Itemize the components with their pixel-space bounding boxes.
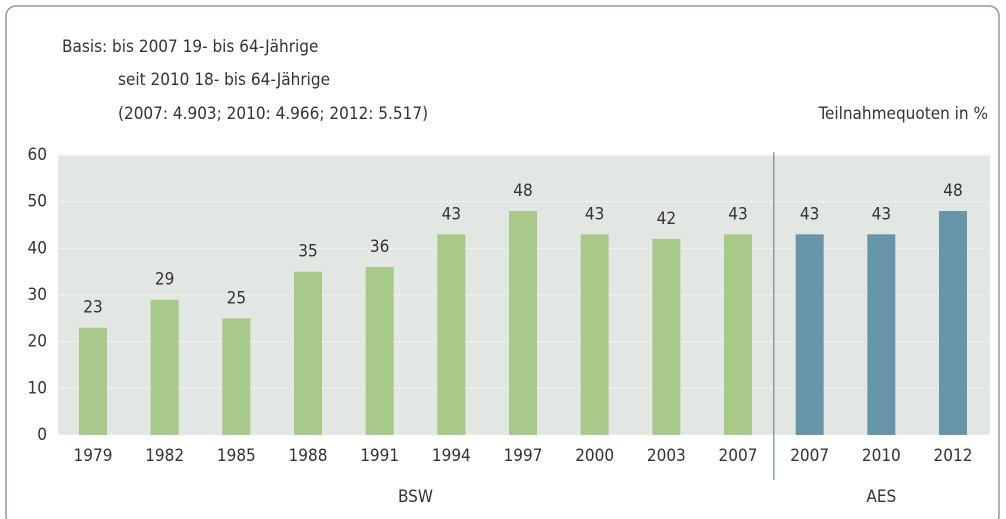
annotation: (2007: 4.903; 2010: 4.966; 2012: 5.517) (118, 104, 428, 124)
data-label: 23 (83, 298, 102, 318)
data-label: 35 (298, 242, 317, 262)
x-tick-label: 2007 (719, 446, 758, 466)
y-tick-label: 30 (28, 285, 47, 305)
y-tick-label: 10 (28, 378, 47, 398)
x-tick-label: 1988 (289, 446, 328, 466)
data-label: 43 (442, 204, 461, 224)
y-tick-label: 20 (28, 332, 47, 352)
bar (437, 234, 466, 435)
bar (867, 234, 896, 435)
x-tick-label: 1985 (217, 446, 256, 466)
bar (365, 267, 394, 435)
x-tick-label: 1994 (432, 446, 471, 466)
x-tick-label: 1979 (74, 446, 113, 466)
x-tick-label: 2012 (934, 446, 973, 466)
data-label: 42 (657, 209, 676, 229)
x-tick-label: 1991 (360, 446, 399, 466)
data-label: 43 (872, 204, 891, 224)
group-label: AES (866, 487, 896, 507)
bar (724, 234, 752, 435)
bar (795, 234, 824, 435)
bar (79, 327, 107, 435)
annotation: seit 2010 18- bis 64-Jährige (118, 70, 330, 90)
data-label: 29 (155, 270, 174, 290)
bar (580, 234, 609, 435)
x-tick-label: 2000 (575, 446, 614, 466)
data-label: 43 (728, 204, 747, 224)
data-label: 48 (513, 181, 532, 201)
x-tick-label: 2007 (790, 446, 829, 466)
bar (652, 239, 681, 435)
data-label: 36 (370, 237, 389, 257)
y-tick-label: 0 (37, 425, 47, 445)
y-tick-label: 60 (28, 145, 47, 165)
bar (939, 211, 967, 435)
frame (5, 5, 1000, 519)
y-tick-label: 50 (28, 192, 47, 212)
bar (294, 271, 322, 435)
x-tick-label: 1982 (145, 446, 184, 466)
x-tick-label: 1997 (504, 446, 543, 466)
y-axis-label: Teilnahmequoten in % (818, 104, 989, 124)
bar (150, 299, 179, 435)
bar (222, 318, 251, 435)
y-tick-label: 40 (28, 238, 47, 258)
data-label: 25 (227, 288, 246, 308)
x-tick-label: 2003 (647, 446, 686, 466)
group-label: BSW (398, 487, 433, 507)
data-label: 43 (585, 204, 604, 224)
bar (509, 211, 537, 435)
data-label: 48 (943, 181, 962, 201)
data-label: 43 (800, 204, 819, 224)
annotation: Basis: bis 2007 19- bis 64-Jährige (62, 37, 318, 57)
x-tick-label: 2010 (862, 446, 901, 466)
